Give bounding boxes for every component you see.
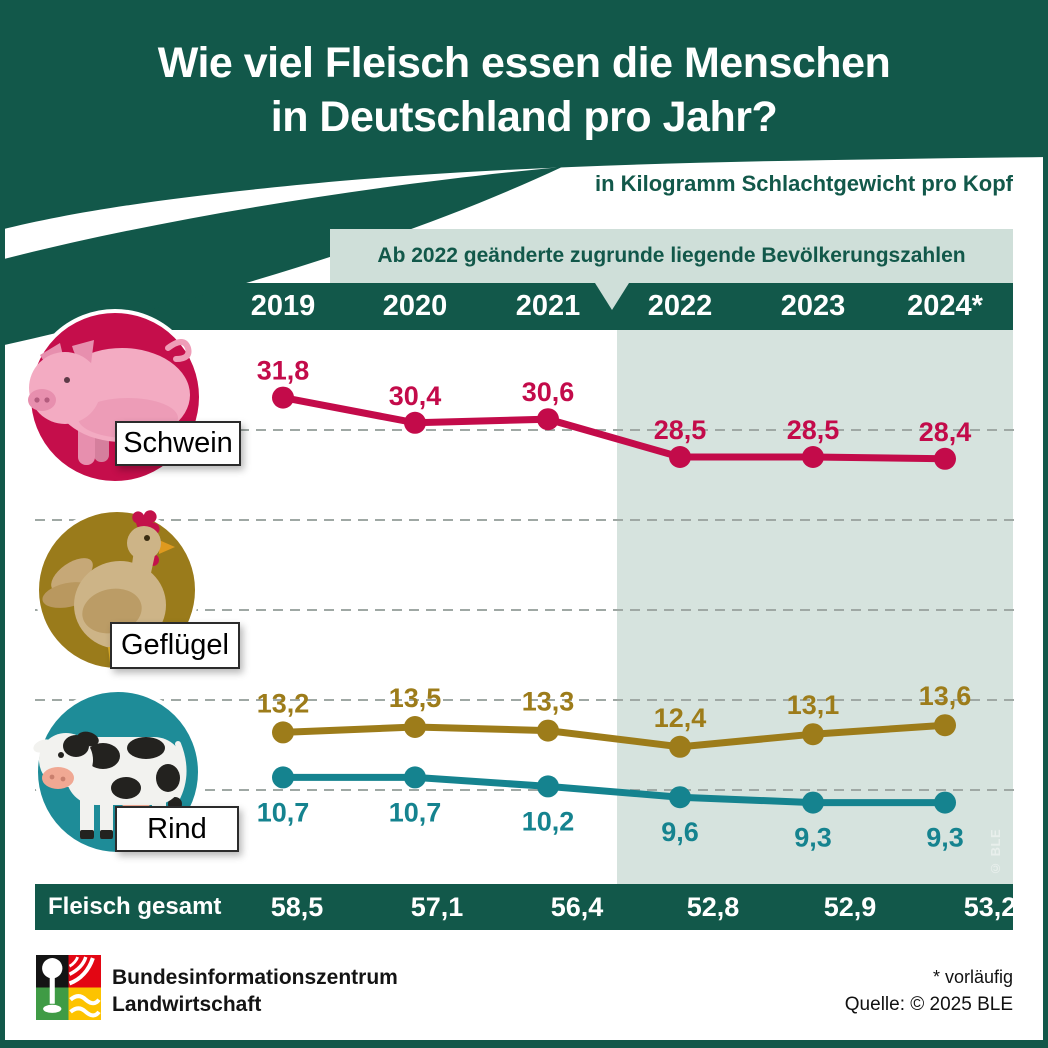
total-row-label: Fleisch gesamt (48, 893, 222, 920)
value-label-schwein-2020: 30,4 (389, 381, 442, 411)
value-label-rind-2019: 10,7 (257, 797, 310, 827)
value-label-rind-2023: 9,3 (794, 823, 832, 853)
total-value-2022: 52,8 (686, 892, 740, 922)
series-label-gefluegel-text: Geflügel (120, 629, 229, 661)
value-label-rind-2024*: 9,3 (926, 823, 964, 853)
value-label-schwein-2022: 28,5 (654, 415, 707, 445)
title-line-1: Wie viel Fleisch essen die Menschen (157, 39, 891, 87)
value-label-rind-2022: 9,6 (661, 817, 699, 847)
series-line-schwein (279, 394, 949, 463)
value-label-gefluegel-2020: 13,5 (389, 683, 442, 713)
data-point-schwein-2023 (802, 446, 824, 468)
data-point-rind-2020 (404, 766, 426, 789)
line-chart: 31,8 30,4 30,6 28,5 28,5 28,4 13,2 13,5 13,3 12,4… (35, 356, 1015, 853)
ble-watermark: © BLE (988, 828, 1003, 876)
series-label-gefluegel: Geflügel (110, 622, 240, 669)
total-value-2019: 58,5 (270, 892, 324, 922)
data-point-schwein-2019 (272, 386, 294, 409)
data-point-rind-2024* (934, 791, 956, 814)
chart-subtitle: in Kilogramm Schlachtgewicht pro Kopf (594, 171, 1013, 196)
total-value-2024: 53,2 (963, 892, 1017, 922)
page-title: Wie viel Fleisch essen die Menschen in D… (0, 36, 1048, 144)
value-label-gefluegel-2023: 13,1 (787, 690, 840, 720)
title-line-2: in Deutschland pro Jahr? (270, 93, 778, 141)
note-caret (595, 283, 629, 310)
data-point-gefluegel-2024* (934, 714, 956, 737)
org-name-line1: Bundesinformationszentrum (112, 966, 398, 989)
frame-border-left (0, 0, 5, 1048)
total-row-bar: Fleisch gesamt 58,5 57,1 56,4 52,8 52,9 53,2 (35, 884, 1016, 930)
year-label-2022: 2022 (647, 290, 713, 322)
year-label-2019: 2019 (250, 290, 316, 322)
data-point-gefluegel-2023 (802, 723, 824, 746)
preliminary-footnote: * vorläufig (932, 967, 1013, 987)
value-label-gefluegel-2021: 13,3 (522, 687, 575, 717)
series-label-rind: Rind (115, 806, 239, 852)
population-note-box: Ab 2022 geänderte zugrunde liegende Bevö… (330, 229, 1013, 283)
data-point-rind-2022 (669, 786, 691, 809)
frame-border-right (1043, 0, 1048, 1048)
data-point-gefluegel-2019 (272, 721, 294, 744)
bzl-logo (36, 955, 101, 1020)
source-credit: Quelle: © 2025 BLE (844, 994, 1013, 1015)
data-point-schwein-2021 (537, 408, 559, 431)
value-label-rind-2021: 10,2 (522, 806, 575, 836)
year-label-2023: 2023 (780, 290, 846, 322)
series-line-rind (279, 773, 949, 807)
value-label-gefluegel-2024*: 13,6 (919, 681, 972, 711)
value-label-rind-2020: 10,7 (389, 797, 442, 827)
data-point-gefluegel-2020 (404, 716, 426, 738)
year-label-2020: 2020 (382, 290, 448, 322)
year-header-bar: 2019 2020 2021 2022 2023 2024* (35, 283, 1013, 330)
series-label-schwein: Schwein (115, 421, 241, 466)
frame-border-bottom (0, 1040, 1048, 1048)
value-label-schwein-2024*: 28,4 (919, 417, 972, 447)
data-point-schwein-2022 (669, 446, 691, 468)
total-value-2021: 56,4 (550, 892, 604, 922)
series-label-rind-text: Rind (147, 812, 207, 845)
series-label-schwein-text: Schwein (123, 427, 233, 459)
value-label-schwein-2019: 31,8 (257, 356, 310, 386)
org-name: Bundesinformationszentrum Landwirtschaft (112, 964, 398, 1018)
total-value-2023: 52,9 (823, 892, 877, 922)
year-label-2024: 2024* (907, 290, 983, 322)
value-label-schwein-2021: 30,6 (522, 377, 575, 407)
total-value-2020: 57,1 (410, 892, 464, 922)
value-label-gefluegel-2022: 12,4 (654, 703, 707, 733)
data-point-gefluegel-2022 (669, 735, 691, 758)
data-point-gefluegel-2021 (537, 719, 559, 742)
data-point-rind-2019 (272, 766, 294, 789)
data-point-schwein-2024* (934, 447, 956, 470)
series-line-gefluegel (279, 721, 949, 751)
value-label-gefluegel-2019: 13,2 (257, 688, 310, 718)
population-note-text: Ab 2022 geänderte zugrunde liegende Bevö… (377, 244, 966, 267)
data-point-schwein-2020 (404, 411, 426, 434)
org-name-line2: Landwirtschaft (112, 993, 262, 1016)
data-point-rind-2021 (537, 775, 559, 798)
data-point-rind-2023 (802, 791, 824, 814)
value-label-schwein-2023: 28,5 (787, 415, 840, 445)
